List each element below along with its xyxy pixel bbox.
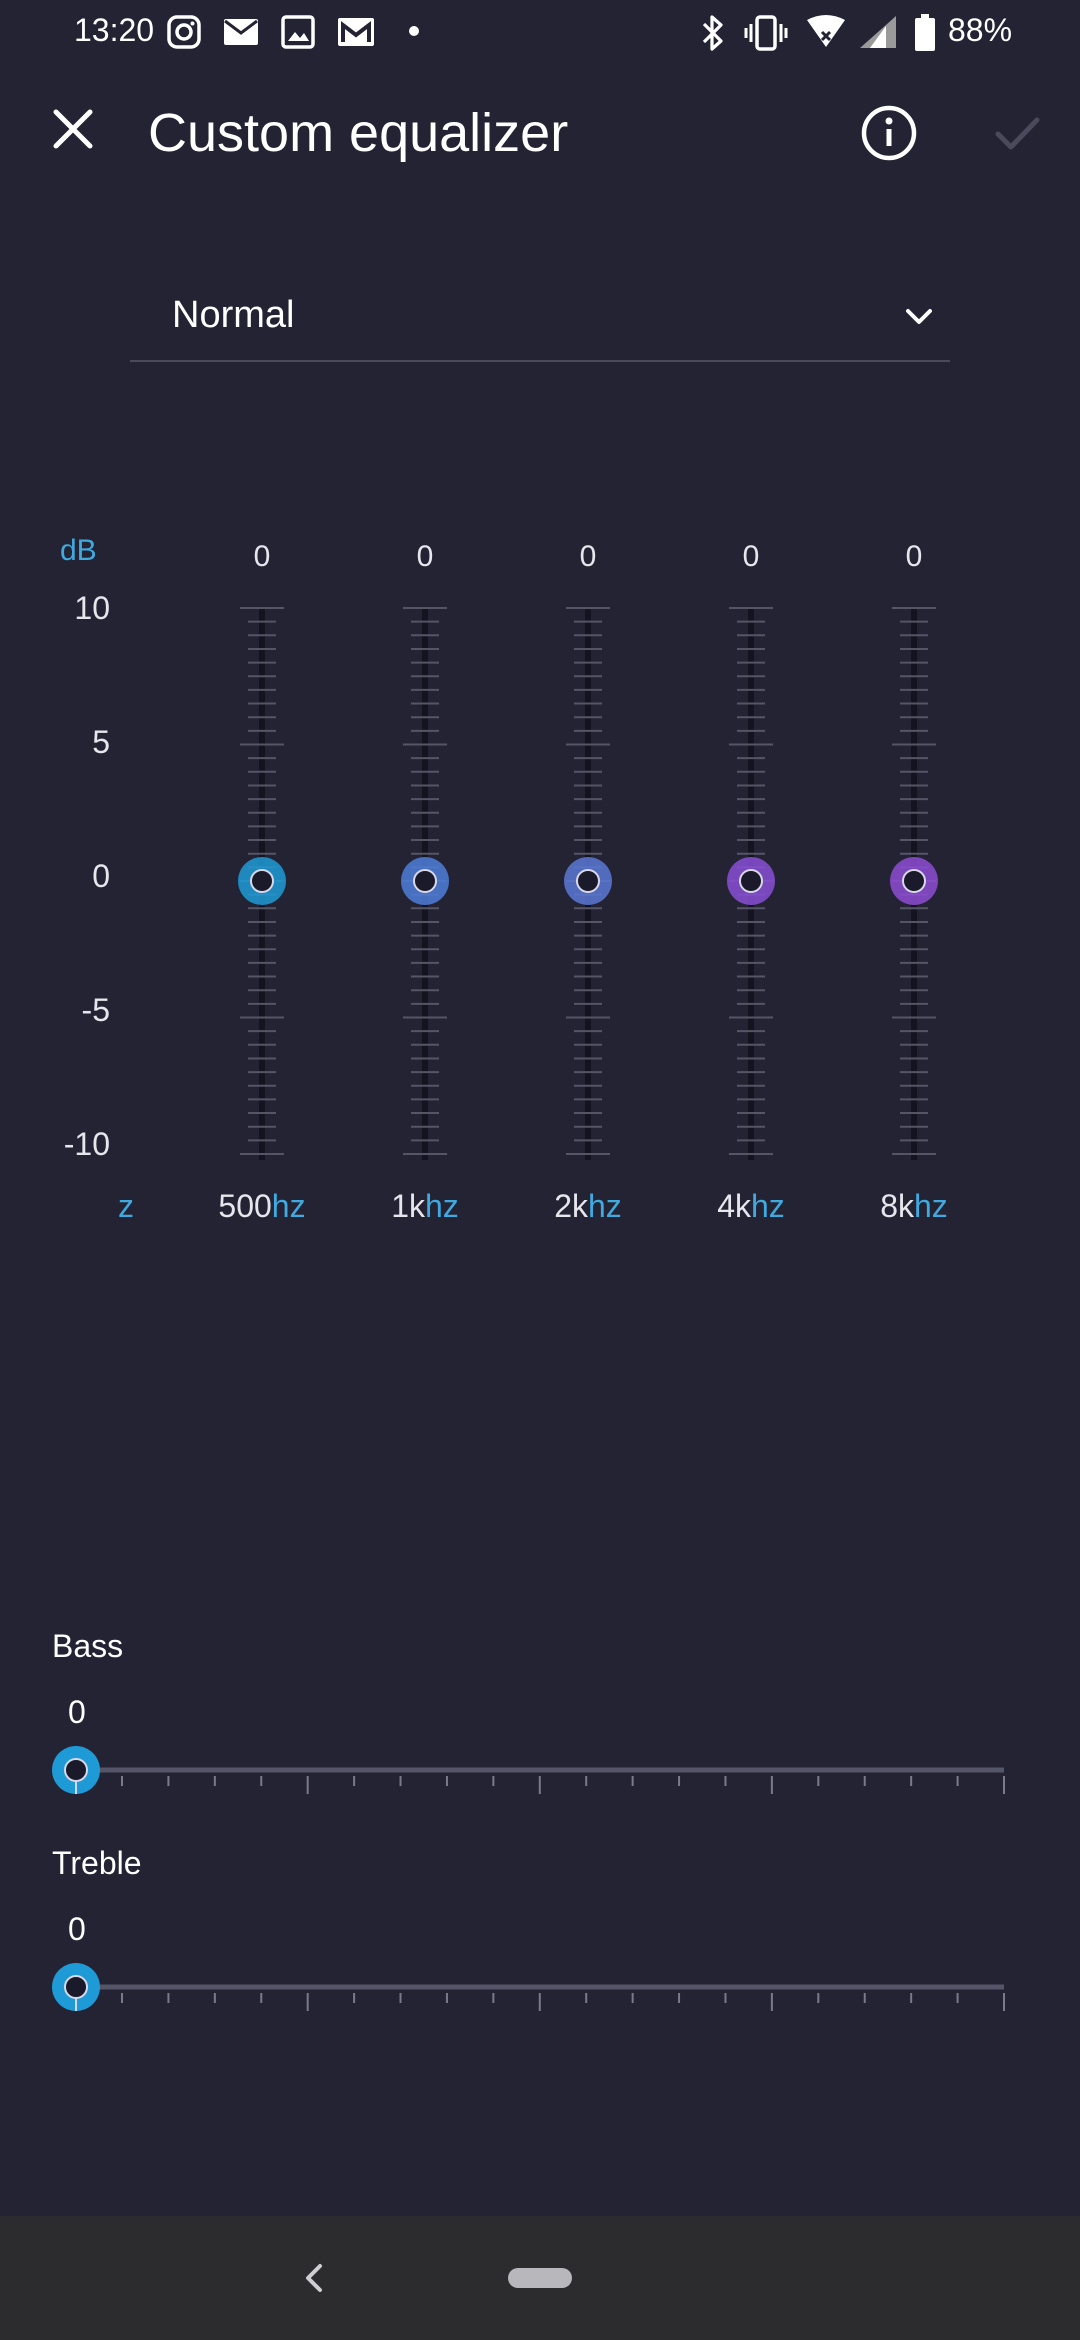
status-bar: 13:20 88% — [0, 0, 1080, 66]
check-icon — [995, 117, 1040, 150]
signal-icon — [858, 14, 898, 55]
band-knob[interactable] — [890, 857, 938, 905]
dot-icon — [408, 24, 420, 42]
battery-percent: 88% — [948, 12, 1013, 48]
treble-control: Treble 0 — [0, 1845, 1080, 2045]
treble-knob[interactable] — [52, 1963, 100, 2011]
preset-selected: Normal — [172, 294, 295, 336]
band-freq-label: 2khz — [554, 1188, 622, 1224]
band-freq-label: 8khz — [880, 1188, 948, 1224]
band-gain-value: 0 — [416, 540, 434, 573]
y-tick-label: 10 — [74, 590, 110, 626]
mail-icon — [222, 14, 260, 55]
bass-value: 0 — [68, 1694, 86, 1730]
band-gain-value: 0 — [905, 540, 923, 573]
band-knob[interactable] — [238, 857, 286, 905]
info-button[interactable] — [856, 100, 922, 166]
band-knob[interactable] — [564, 857, 612, 905]
band-freq-label: 500hz — [218, 1188, 306, 1224]
treble-value: 0 — [68, 1911, 86, 1947]
band-gain-value: 0 — [742, 540, 760, 573]
equalizer-graph — [120, 607, 938, 1160]
band-gain-value: 0 — [253, 540, 271, 573]
navigation-bar — [0, 2216, 1080, 2340]
close-button[interactable] — [40, 96, 106, 162]
chevron-down-icon — [906, 309, 932, 324]
battery-icon — [914, 14, 936, 57]
treble-label: Treble — [52, 1845, 142, 1881]
bass-label: Bass — [52, 1628, 124, 1664]
info-icon — [861, 105, 917, 161]
bass-knob[interactable] — [52, 1746, 100, 1794]
vibrate-icon — [744, 14, 788, 57]
band-knob[interactable] — [727, 857, 775, 905]
page-title: Custom equalizer — [148, 103, 569, 163]
bluetooth-icon — [700, 14, 726, 57]
back-icon — [306, 2264, 322, 2292]
bass-control: Bass 0 — [0, 1628, 1080, 1828]
treble-slider[interactable] — [0, 1945, 1080, 2025]
y-tick-label: 5 — [92, 724, 110, 760]
preset-dropdown[interactable]: Normal — [130, 270, 950, 362]
gmail-icon — [336, 14, 376, 55]
home-button[interactable] — [508, 2268, 572, 2288]
confirm-button[interactable] — [984, 100, 1050, 166]
band-gain-value: 0 — [579, 540, 597, 573]
y-tick-label: -5 — [81, 992, 110, 1028]
freq-axis-fragment: z — [118, 1188, 134, 1224]
instagram-icon — [166, 14, 202, 55]
y-tick-label: -10 — [63, 1126, 110, 1162]
wifi-icon — [806, 14, 846, 55]
db-unit-label: dB — [60, 534, 97, 567]
bass-slider[interactable] — [0, 1728, 1080, 1808]
back-button[interactable] — [290, 2254, 338, 2302]
status-time: 13:20 — [74, 12, 155, 48]
band-knob[interactable] — [401, 857, 449, 905]
y-tick-label: 0 — [92, 858, 110, 894]
band-freq-label: 1khz — [391, 1188, 459, 1224]
equalizer-panel: dB 0 0 0 0 0 10 5 0 -5 -10 z 500hz 1khz … — [0, 520, 1080, 1240]
band-freq-label: 4khz — [717, 1188, 785, 1224]
close-icon — [53, 109, 93, 149]
gallery-icon — [280, 14, 316, 55]
app-bar: Custom equalizer — [0, 66, 1080, 202]
